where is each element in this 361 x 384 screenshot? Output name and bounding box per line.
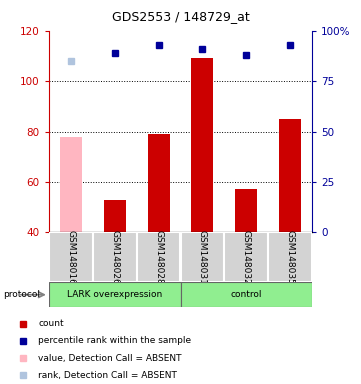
Text: GSM148035: GSM148035	[286, 230, 295, 285]
Bar	[191, 58, 213, 232]
Text: protocol: protocol	[4, 290, 40, 299]
Bar	[225, 232, 268, 282]
Text: GDS2553 / 148729_at: GDS2553 / 148729_at	[112, 10, 249, 23]
Text: count: count	[38, 319, 64, 328]
Text: LARK overexpression: LARK overexpression	[67, 290, 162, 299]
Text: GSM148031: GSM148031	[198, 230, 207, 285]
Text: GSM148032: GSM148032	[242, 230, 251, 285]
Bar	[136, 232, 180, 282]
Text: GSM148016: GSM148016	[66, 230, 75, 285]
Bar	[49, 282, 180, 307]
Bar	[235, 189, 257, 232]
Bar	[279, 119, 301, 232]
Bar	[268, 232, 312, 282]
Text: value, Detection Call = ABSENT: value, Detection Call = ABSENT	[38, 354, 182, 362]
Text: rank, Detection Call = ABSENT: rank, Detection Call = ABSENT	[38, 371, 177, 380]
Text: GSM148026: GSM148026	[110, 230, 119, 285]
Bar	[49, 232, 93, 282]
Bar	[93, 232, 136, 282]
Bar	[104, 200, 126, 232]
Bar	[60, 137, 82, 232]
Text: control: control	[231, 290, 262, 299]
Bar	[180, 282, 312, 307]
Text: percentile rank within the sample: percentile rank within the sample	[38, 336, 191, 345]
Text: GSM148028: GSM148028	[154, 230, 163, 285]
Bar	[148, 134, 170, 232]
Bar	[180, 232, 225, 282]
